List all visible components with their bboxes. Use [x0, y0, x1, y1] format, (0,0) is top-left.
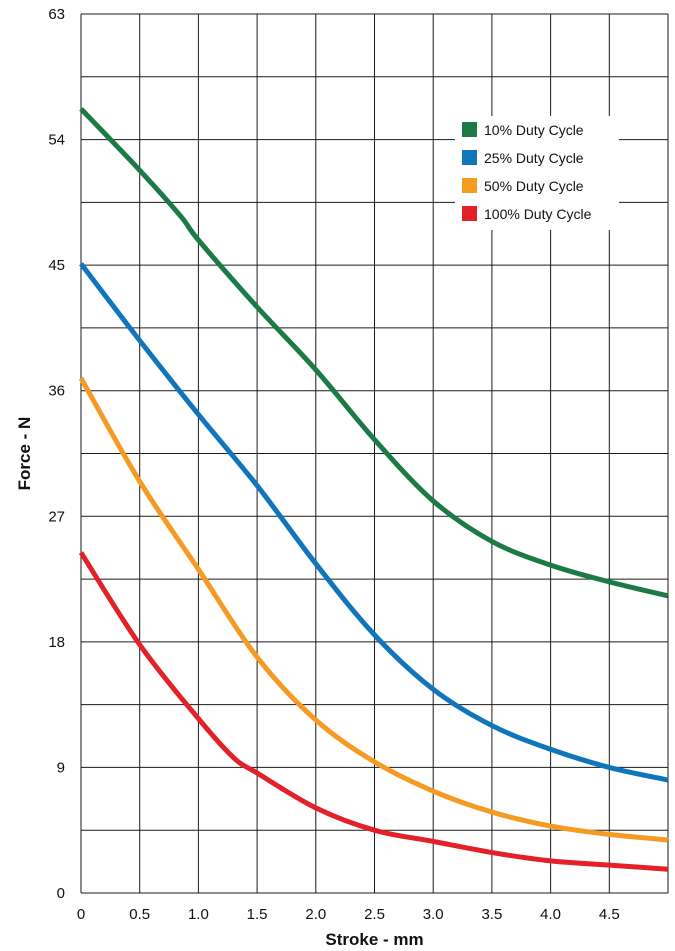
legend-swatch — [462, 150, 477, 165]
y-tick-label: 0 — [57, 885, 65, 902]
y-tick-label: 18 — [48, 634, 65, 651]
legend-swatch — [462, 122, 477, 137]
series-line-4 — [78, 551, 669, 872]
x-tick-label: 1.0 — [188, 906, 209, 923]
series-line-2 — [79, 262, 669, 783]
x-tick-label: 3.0 — [423, 906, 444, 923]
x-tick-label: 4.5 — [599, 906, 620, 923]
y-tick-label: 9 — [57, 759, 65, 776]
x-tick-label: 0 — [77, 906, 85, 923]
legend-label: 25% Duty Cycle — [484, 150, 584, 166]
y-tick-label: 36 — [48, 383, 65, 400]
x-tick-label: 0.5 — [129, 906, 150, 923]
series-line-1 — [79, 107, 669, 599]
legend-label: 100% Duty Cycle — [484, 206, 592, 222]
x-tick-label: 1.5 — [247, 906, 268, 923]
x-axis-title: Stroke - mm — [325, 930, 423, 949]
x-tick-label: 2.5 — [364, 906, 385, 923]
x-tick-label: 3.5 — [481, 906, 502, 923]
x-tick-label: 2.0 — [305, 906, 326, 923]
x-tick-label: 4.0 — [540, 906, 561, 923]
legend-label: 10% Duty Cycle — [484, 122, 584, 138]
legend-swatch — [462, 206, 477, 221]
y-tick-label: 45 — [48, 257, 65, 274]
y-tick-label: 27 — [48, 508, 65, 525]
legend: 10% Duty Cycle 25% Duty Cycle 50% Duty Cyc… — [455, 116, 619, 230]
legend-swatch — [462, 178, 477, 193]
tick-labels: 0 0.5 1.0 1.5 2.0 2.5 3.0 3.5 4.0 4.5 0 9 18 27 36 45 54… — [48, 6, 619, 923]
legend-background — [455, 116, 619, 230]
y-tick-label: 54 — [48, 132, 65, 149]
legend-label: 50% Duty Cycle — [484, 178, 584, 194]
series-line-3 — [78, 376, 669, 843]
y-axis-title: Force - N — [15, 417, 34, 491]
y-tick-label: 63 — [48, 6, 65, 23]
series-lines — [78, 107, 669, 872]
